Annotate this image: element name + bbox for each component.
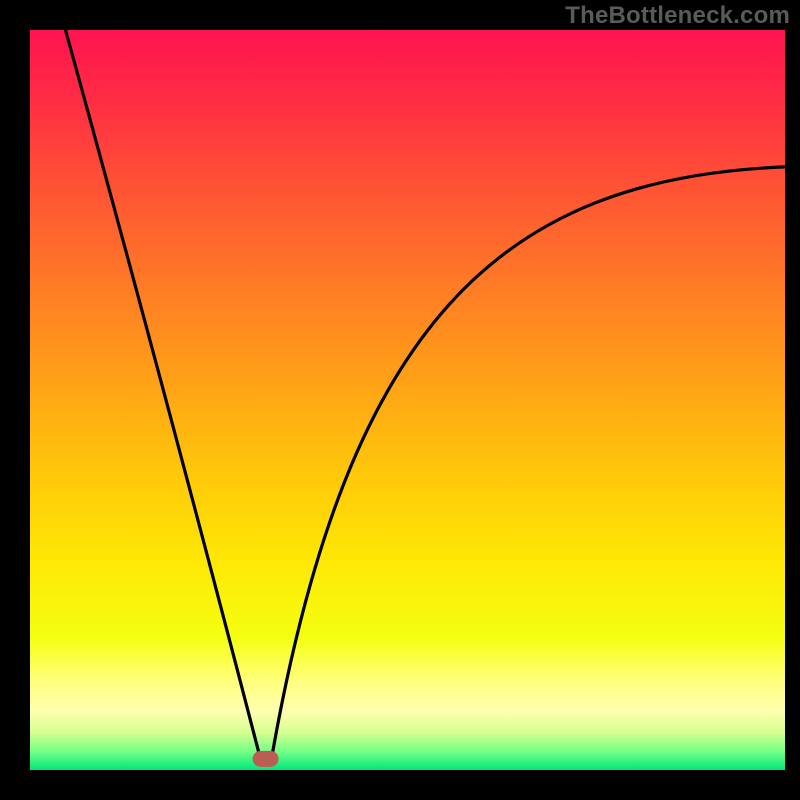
optimum-marker [253,751,279,767]
plot-svg [30,30,785,770]
gradient-background [30,30,785,770]
plot-area [30,30,785,770]
watermark-text: TheBottleneck.com [565,2,790,30]
